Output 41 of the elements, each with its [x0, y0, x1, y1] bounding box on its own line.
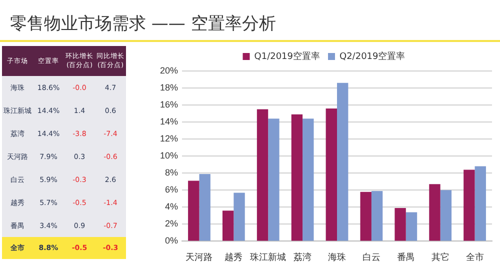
y-tick-label: 12% — [160, 134, 178, 144]
bar — [268, 118, 280, 241]
x-tick-label: 海珠 — [328, 252, 346, 262]
bar — [222, 210, 234, 241]
x-tick-label: 天河路 — [186, 252, 213, 262]
y-tick-label: 4% — [165, 202, 178, 212]
bar — [199, 174, 210, 241]
bar — [302, 118, 314, 241]
legend-label: Q2/2019空置率 — [340, 50, 406, 62]
y-tick-label: 6% — [165, 184, 178, 195]
x-tick-label: 越秀 — [224, 252, 243, 262]
bar — [326, 108, 338, 241]
bar — [440, 190, 452, 241]
bar — [337, 82, 348, 241]
legend-label: Q1/2019空置率 — [254, 50, 320, 62]
x-tick-label: 番禺 — [396, 252, 415, 262]
y-tick-label: 0% — [165, 236, 178, 246]
bar — [256, 109, 268, 241]
y-tick-label: 8% — [165, 168, 178, 178]
bar — [360, 192, 372, 241]
y-tick-label: 16% — [160, 100, 178, 110]
y-tick-label: 10% — [160, 150, 178, 161]
x-tick-label: 珠江新城 — [250, 252, 286, 262]
bar — [291, 114, 303, 241]
x-tick-label: 荔湾 — [294, 252, 312, 262]
y-tick-label: 18% — [160, 82, 178, 93]
x-tick-label: 其它 — [431, 252, 450, 262]
chart-title: 零售物业市场需求 —— 空置率分析 — [10, 13, 276, 35]
y-tick-label: 20% — [160, 65, 178, 76]
bar — [188, 180, 200, 241]
bar — [474, 166, 486, 241]
x-tick-label: 全市 — [466, 252, 484, 262]
bar — [406, 212, 418, 241]
y-tick-label: 2% — [165, 218, 178, 229]
bar — [464, 170, 475, 241]
x-tick-label: 白云 — [362, 252, 380, 262]
bar — [371, 190, 383, 241]
bar — [429, 184, 440, 241]
bar — [234, 192, 245, 241]
bar — [394, 208, 406, 241]
y-tick-label: 14% — [160, 116, 178, 127]
